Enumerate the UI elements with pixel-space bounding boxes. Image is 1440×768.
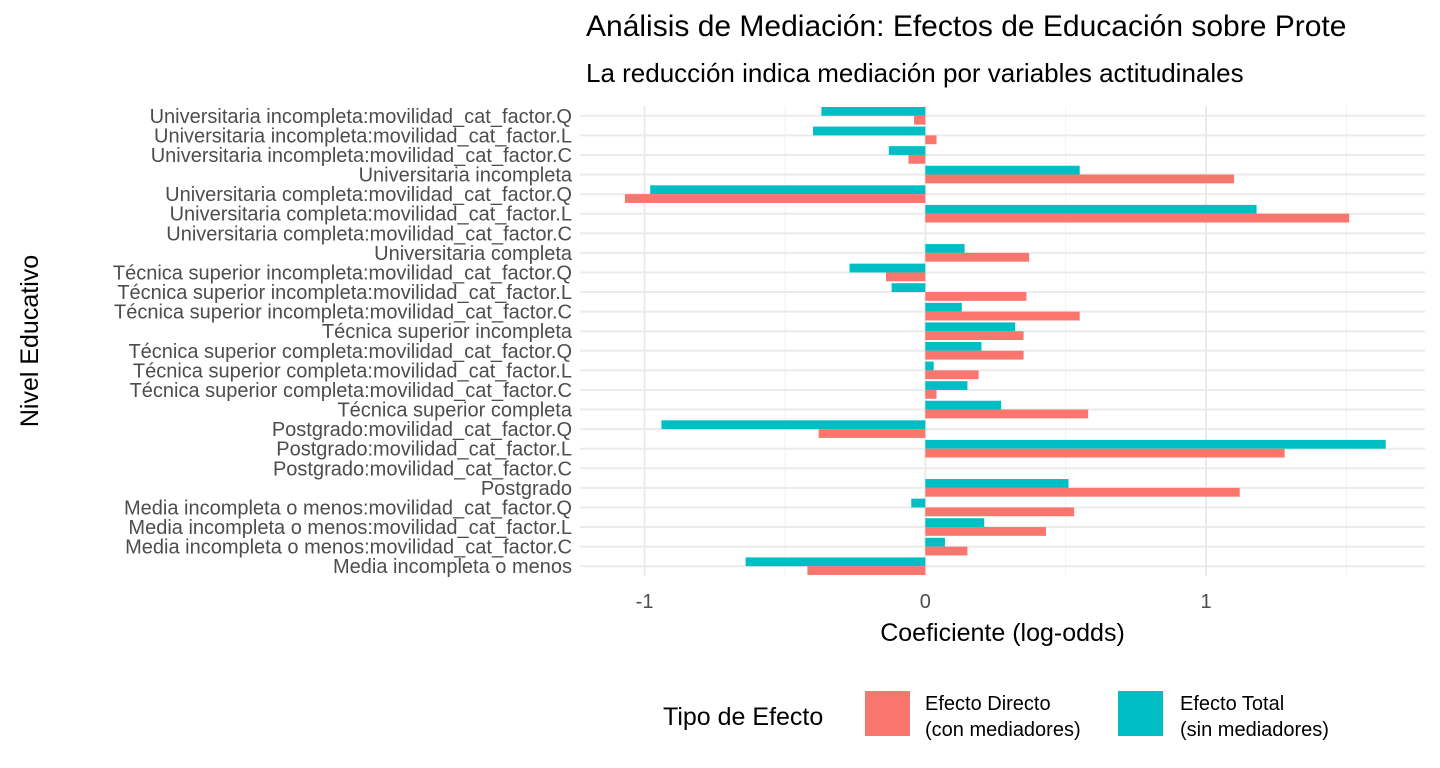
legend-label: (sin mediadores) <box>1180 719 1329 741</box>
y-tick-label: Postgrado:movilidad_cat_factor.C <box>273 458 572 480</box>
bar-efecto-total <box>821 106 926 116</box>
bar-efecto-total <box>925 204 1257 214</box>
bar-efecto-directo <box>914 115 926 125</box>
legend-key <box>865 691 910 736</box>
y-tick-label: Técnica superior incompleta <box>322 321 573 343</box>
legend-label: Efecto Directo <box>925 693 1051 715</box>
y-tick-label: Universitaria incompleta:movilidad_cat_f… <box>151 145 572 167</box>
bar-efecto-total <box>888 146 926 155</box>
bar-efecto-total <box>925 341 982 351</box>
bar-efecto-total <box>925 439 1386 449</box>
bar-efecto-total <box>925 400 1002 410</box>
y-tick-label: Universitaria completa:movilidad_cat_fac… <box>165 184 572 206</box>
bar-efecto-directo <box>807 566 926 576</box>
y-axis-title: Nivel Educativo <box>16 255 44 427</box>
bar-efecto-total <box>925 322 1016 332</box>
bar-efecto-directo <box>925 389 937 399</box>
y-tick-label: Técnica superior incompleta:movilidad_ca… <box>114 302 572 324</box>
bar-efecto-directo <box>925 546 968 556</box>
y-tick-label: Universitaria incompleta:movilidad_cat_f… <box>154 125 572 147</box>
y-tick-label: Media incompleta o menos <box>333 556 572 578</box>
bar-efecto-directo <box>925 135 937 145</box>
y-tick-label: Media incompleta o menos:movilidad_cat_f… <box>124 497 572 519</box>
bar-efecto-total <box>745 557 926 567</box>
bar-efecto-directo <box>925 213 1350 223</box>
y-tick-label: Técnica superior completa:movilidad_cat_… <box>128 341 572 363</box>
y-tick-label: Universitaria completa:movilidad_cat_fac… <box>166 223 572 245</box>
x-axis-title: Coeficiente (log-odds) <box>880 619 1125 647</box>
y-tick-label: Técnica superior completa <box>337 400 572 422</box>
bar-efecto-total <box>925 165 1080 175</box>
bar-efecto-total <box>849 263 926 273</box>
bar-efecto-total <box>925 479 1069 488</box>
bar-efecto-total <box>650 185 926 195</box>
y-tick-label: Postgrado:movilidad_cat_factor.Q <box>272 419 572 441</box>
y-tick-label: Universitaria completa <box>374 243 573 265</box>
chart-title: Análisis de Mediación: Efectos de Educac… <box>586 10 1347 43</box>
y-tick-label: Universitaria incompleta:movilidad_cat_f… <box>150 106 572 128</box>
bar-efecto-directo <box>908 154 926 164</box>
bar-efecto-directo <box>885 272 926 282</box>
bar-efecto-total <box>925 361 934 371</box>
bar-efecto-total <box>925 537 945 547</box>
y-tick-label: Técnica superior completa:movilidad_cat_… <box>133 360 572 382</box>
bar-efecto-directo <box>925 409 1089 419</box>
y-tick-label: Media incompleta o menos:movilidad_cat_f… <box>125 537 572 559</box>
bar-efecto-directo <box>925 292 1027 301</box>
bar-efecto-directo <box>925 252 1030 262</box>
bar-efecto-directo <box>925 174 1235 184</box>
bar-efecto-directo <box>925 350 1024 360</box>
y-tick-label: Postgrado:movilidad_cat_factor.L <box>276 439 572 461</box>
y-tick-label: Universitaria incompleta <box>359 165 573 187</box>
bar-efecto-directo <box>925 448 1285 458</box>
bar-efecto-total <box>925 381 968 390</box>
bar-efecto-total <box>891 283 926 293</box>
bar-efecto-total <box>661 420 926 430</box>
legend-label: (con mediadores) <box>925 719 1081 741</box>
x-tick-label: 0 <box>920 591 931 613</box>
y-tick-label: Técnica superior completa:movilidad_cat_… <box>130 380 572 402</box>
x-tick-label: -1 <box>636 591 654 613</box>
chart-subtitle: La reducción indica mediación por variab… <box>586 58 1244 88</box>
bar-efecto-directo <box>925 527 1047 536</box>
bar-efecto-total <box>925 518 985 528</box>
y-tick-label: Técnica superior incompleta:movilidad_ca… <box>117 282 572 304</box>
bar-efecto-total <box>813 126 926 136</box>
bar-efecto-total <box>925 244 965 253</box>
legend-label: Efecto Total <box>1180 693 1284 715</box>
y-tick-label: Universitaria completa:movilidad_cat_fac… <box>170 204 572 226</box>
legend-title: Tipo de Efecto <box>663 703 823 731</box>
legend-key <box>1118 691 1163 736</box>
y-tick-label: Media incompleta o menos:movilidad_cat_f… <box>128 517 572 539</box>
bar-efecto-directo <box>925 507 1075 517</box>
bar-efecto-directo <box>925 487 1240 497</box>
bar-efecto-directo <box>925 331 1024 341</box>
bar-efecto-directo <box>925 311 1080 321</box>
y-tick-label: Postgrado <box>481 478 572 500</box>
y-tick-label: Técnica superior incompleta:movilidad_ca… <box>113 262 572 284</box>
bar-efecto-total <box>925 302 962 312</box>
bar-efecto-total <box>911 498 926 508</box>
bar-efecto-directo <box>624 194 926 203</box>
bar-efecto-directo <box>925 370 979 380</box>
bar-efecto-directo <box>818 429 926 438</box>
x-tick-label: 1 <box>1200 591 1211 613</box>
